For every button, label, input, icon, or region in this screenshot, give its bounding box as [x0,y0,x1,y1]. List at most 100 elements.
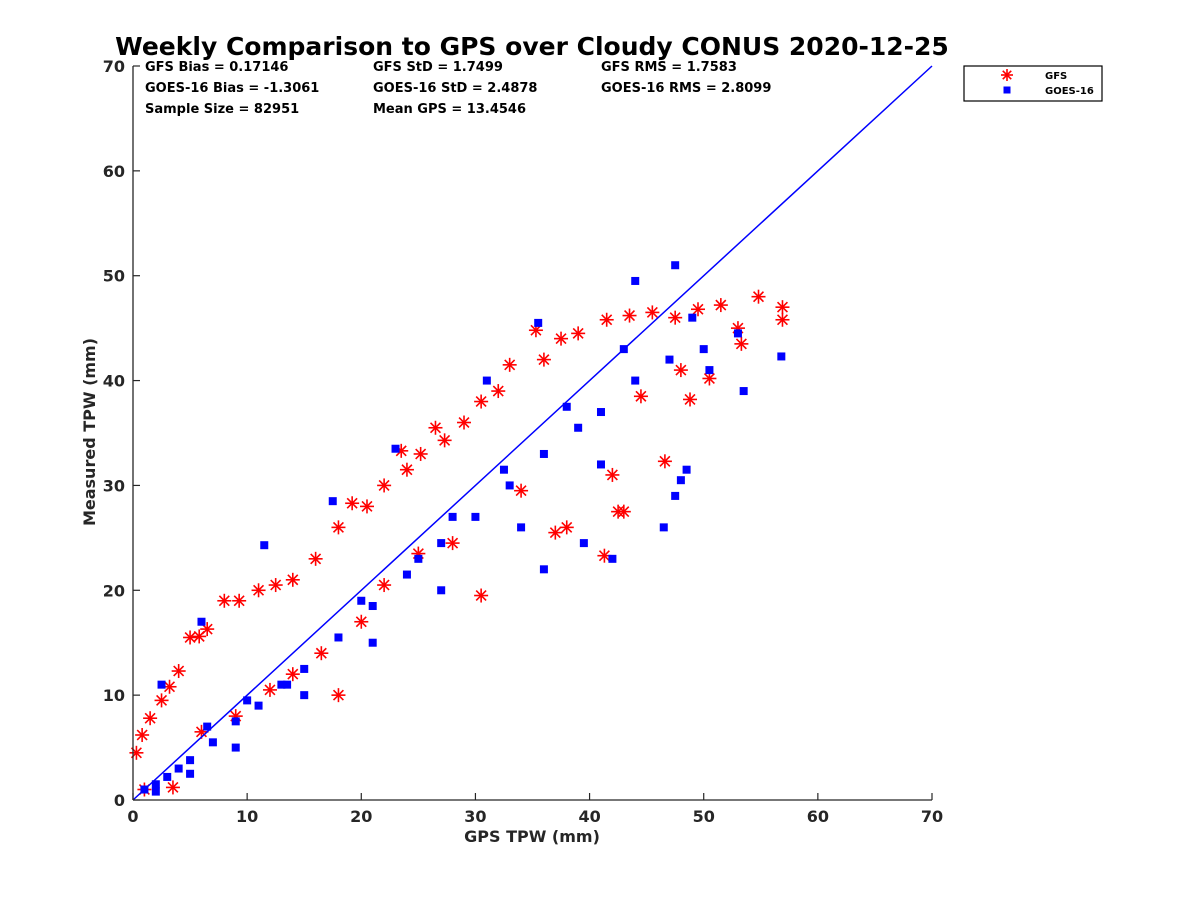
y-tick-label: 50 [103,267,125,286]
goes-16-point [665,355,674,364]
goes-16-point [208,738,217,747]
gfs-point [232,593,247,608]
gfs-point [657,454,672,469]
legend: GFS GOES-16 [963,65,1103,102]
goes-16-point [517,523,526,532]
stat-mean-gps: Mean GPS = 13.4546 [373,102,526,117]
gfs-point [143,711,158,726]
goes-16-point [596,408,605,417]
gfs-point [571,326,586,341]
stat-sample-size: Sample Size = 82951 [145,102,299,117]
gfs-point [268,578,283,593]
gfs-point [154,693,169,708]
chart-title: Weekly Comparison to GPS over Cloudy CON… [115,32,949,61]
x-tick-label: 60 [807,807,829,826]
legend-goes-marker [1003,86,1011,94]
goes-16-point [231,717,240,726]
goes-16-point [368,602,377,611]
gfs-point [171,664,186,679]
x-axis-ticks: 0 10 20 30 40 50 60 70 [127,793,943,826]
gfs-point [359,499,374,514]
legend-box [963,65,1103,102]
gfs-point [605,467,620,482]
legend-goes-label: GOES-16 [1045,86,1094,97]
goes-16-point [186,769,195,778]
goes-16-point [277,680,286,689]
x-tick-label: 40 [578,807,600,826]
goes-16-point [151,780,160,789]
gfs-point [331,520,346,535]
goes-16-point [357,596,366,605]
goes-16-point [699,345,708,354]
gfs-point [536,352,551,367]
gfs-point [377,578,392,593]
x-axis-label: GPS TPW (mm) [464,827,600,846]
goes-16-point [671,261,680,270]
gfs-point [457,415,472,430]
goes-16-point [534,318,543,327]
y-axis-label: Measured TPW (mm) [80,338,99,526]
gfs-point [514,483,529,498]
gfs-point [354,614,369,629]
goes-16-point [579,539,588,548]
gfs-point [251,583,266,598]
goes-16-point [471,512,480,521]
goes-16-point [260,541,269,550]
goes-16-point [163,772,172,781]
goes-16-point [157,680,166,689]
goes-16-point [203,722,212,731]
one-to-one-line [132,65,933,801]
legend-gfs-marker [1001,69,1013,81]
x-tick-label: 10 [236,807,258,826]
goes-16-point [505,481,514,490]
gfs-point [285,667,300,682]
legend-gfs-label: GFS [1045,71,1067,82]
goes-16-point [733,329,742,338]
gfs-point [345,496,360,511]
goes-16-point [437,539,446,548]
x-tick-label: 30 [464,807,486,826]
goes-16-point [391,444,400,453]
gfs-point [548,525,563,540]
goes-16-point [174,764,183,773]
stat-gfs-std: GFS StD = 1.7499 [373,60,503,75]
y-tick-label: 10 [103,686,125,705]
y-tick-label: 0 [114,791,125,810]
gfs-point [262,682,277,697]
series-gfs [129,289,790,797]
gfs-point [775,300,790,315]
gfs-point [399,462,414,477]
goes-16-point [777,352,786,361]
gfs-point [528,323,543,338]
goes-16-point [539,565,548,574]
x-tick-label: 20 [350,807,372,826]
gfs-point [474,588,489,603]
stat-goes-rms: GOES-16 RMS = 2.8099 [601,81,771,96]
gfs-point [217,593,232,608]
gfs-point [713,298,728,313]
gfs-point [622,308,637,323]
gfs-point [616,504,631,519]
gfs-point [200,622,215,637]
goes-16-point [631,276,640,285]
goes-16-point [574,423,583,432]
x-tick-label: 50 [693,807,715,826]
x-tick-label: 70 [921,807,943,826]
goes-16-point [671,491,680,500]
goes-16-point [659,523,668,532]
gfs-point [437,433,452,448]
goes-16-point [254,701,263,710]
y-tick-label: 20 [103,581,125,600]
goes-16-point [688,313,697,322]
goes-16-point [300,691,309,700]
gfs-point [734,336,749,351]
gfs-point [285,572,300,587]
goes-16-point [437,586,446,595]
goes-16-point [283,680,292,689]
y-tick-label: 60 [103,162,125,181]
gfs-point [559,520,574,535]
gfs-point [599,312,614,327]
gfs-point [775,312,790,327]
goes-16-point [328,497,337,506]
gfs-point [633,389,648,404]
